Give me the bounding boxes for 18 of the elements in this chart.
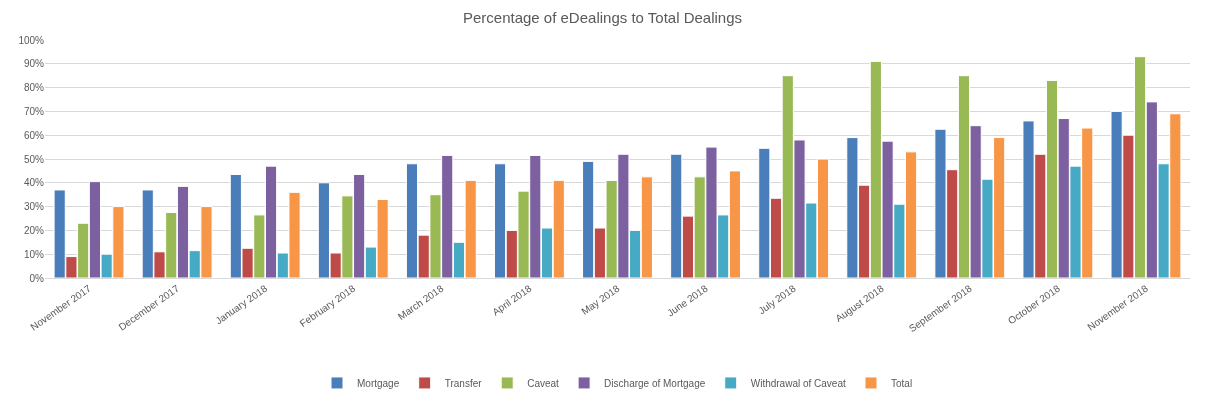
y-tick-label: 70% [23,105,45,117]
y-tick-label: 0% [29,272,45,284]
legend-label: Withdrawal of Caveat [750,377,846,389]
y-tick-label: 20% [23,224,45,236]
y-tick-label: 80% [23,82,45,94]
y-tick-label: 60% [23,129,45,141]
legend-label: Caveat [527,377,560,389]
legend-label: Transfer [444,377,483,389]
y-tick-label: 90% [23,58,45,70]
y-tick-label: 10% [23,248,45,260]
y-tick-label: 100% [18,34,45,46]
y-tick-label: 50% [23,153,45,165]
y-tick-label: 30% [23,201,45,213]
chart-title: Percentage of eDealings to Total Dealings [462,8,743,26]
legend-label: Discharge of Mortgage [604,377,706,389]
y-tick-label: 40% [23,177,45,189]
legend-label: Total [890,377,913,389]
legend-label: Mortgage [357,377,400,389]
